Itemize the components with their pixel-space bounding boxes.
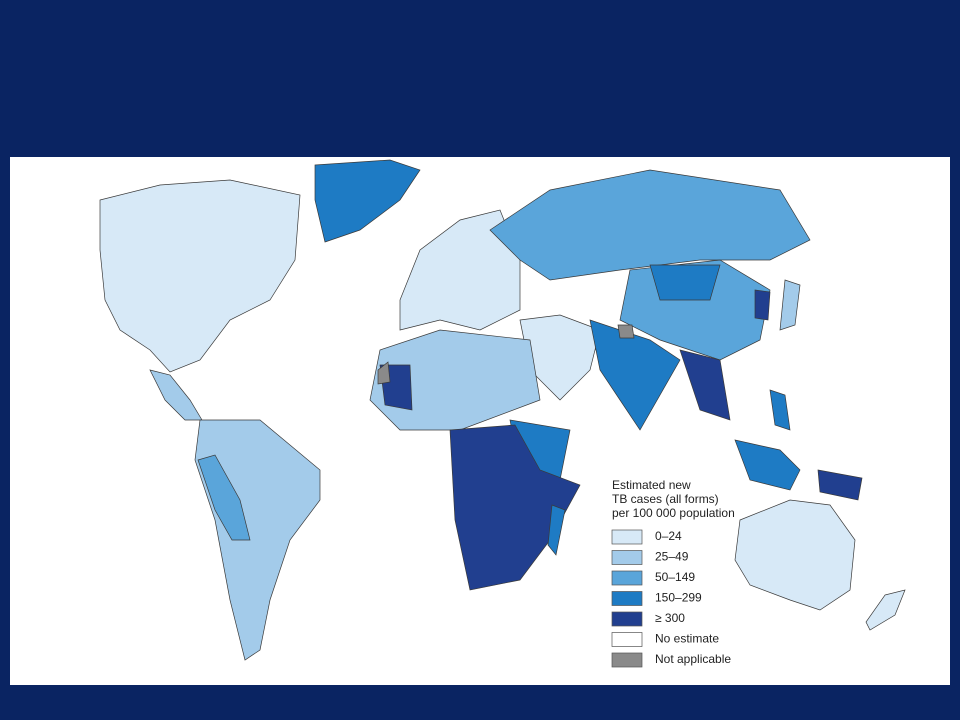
new-guinea bbox=[817, 469, 863, 501]
legend-swatch bbox=[611, 611, 643, 627]
legend-swatch bbox=[611, 591, 643, 606]
europe bbox=[399, 209, 521, 331]
indonesia bbox=[734, 439, 801, 491]
southeast-asia bbox=[679, 349, 731, 421]
legend-swatch bbox=[611, 652, 643, 668]
russia bbox=[489, 169, 811, 281]
not-applicable-region bbox=[617, 324, 635, 339]
world-map bbox=[99, 159, 906, 661]
madagascar bbox=[547, 504, 566, 556]
legend-label: 150–299 bbox=[655, 591, 702, 605]
legend-title: TB cases (all forms) bbox=[612, 492, 719, 506]
legend-label: 50–149 bbox=[655, 570, 695, 584]
legend-swatch bbox=[611, 529, 643, 545]
legend-swatch bbox=[611, 570, 643, 586]
philippines bbox=[769, 389, 791, 431]
legend-label: 0–24 bbox=[655, 529, 682, 543]
korea bbox=[754, 289, 771, 321]
south-asia bbox=[589, 319, 681, 431]
new-zealand bbox=[865, 589, 906, 631]
australia bbox=[734, 499, 856, 611]
greenland bbox=[314, 159, 421, 243]
north-africa bbox=[369, 329, 541, 431]
legend-label: No estimate bbox=[655, 632, 719, 646]
legend-label: ≥ 300 bbox=[655, 611, 685, 625]
japan bbox=[779, 279, 801, 331]
legend-title: per 100 000 population bbox=[612, 506, 735, 520]
north-america bbox=[99, 179, 301, 373]
legend-swatch bbox=[611, 550, 643, 565]
mongolia bbox=[649, 264, 721, 301]
legend-swatch bbox=[611, 632, 643, 647]
legend-title: Estimated new bbox=[612, 478, 691, 492]
andes bbox=[197, 454, 251, 541]
legend-label: Not applicable bbox=[655, 652, 731, 666]
western-sahara bbox=[377, 361, 391, 385]
legend-label: 25–49 bbox=[655, 550, 689, 564]
